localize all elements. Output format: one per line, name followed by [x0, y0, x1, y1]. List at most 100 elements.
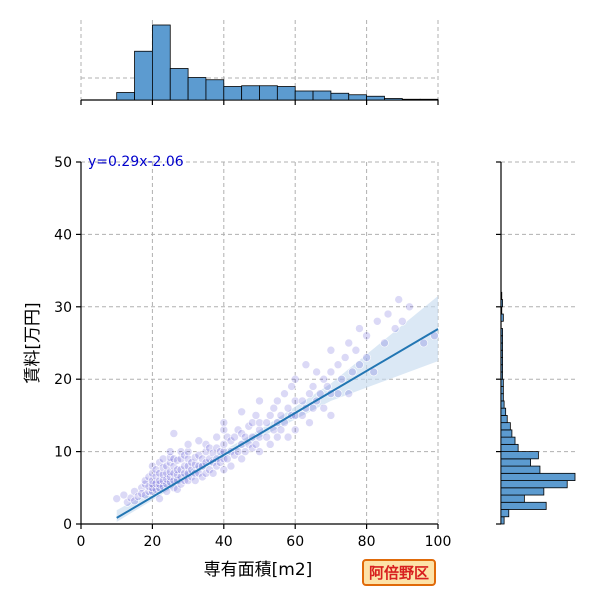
top-hist-bar — [134, 50, 153, 101]
right-hist-bar — [500, 306, 503, 315]
right-hist-bar — [500, 364, 503, 373]
data-point — [251, 411, 261, 420]
data-point — [198, 472, 207, 482]
data-point — [173, 465, 182, 475]
data-point — [208, 469, 218, 478]
data-point — [155, 458, 164, 467]
data-point — [290, 374, 300, 384]
data-point — [355, 360, 364, 370]
data-point — [126, 493, 136, 503]
x-tick-label-20: 20 — [143, 534, 161, 550]
data-point — [198, 454, 207, 464]
data-point — [176, 454, 186, 464]
right-hist-bar — [500, 414, 508, 424]
data-point — [230, 450, 239, 460]
top-histogram — [80, 20, 439, 105]
data-point — [287, 382, 296, 391]
data-point — [194, 450, 204, 460]
data-point — [305, 389, 314, 398]
data-point — [219, 465, 229, 475]
right-hist-bar — [500, 400, 505, 409]
regression-equation: y=0.29x-2.06 — [88, 154, 184, 170]
data-point — [308, 403, 318, 413]
data-point — [155, 494, 164, 503]
data-point — [248, 418, 257, 427]
data-point — [280, 389, 289, 398]
data-point — [226, 461, 236, 471]
top-hist-bar — [401, 98, 421, 101]
right-hist-bar — [500, 371, 503, 380]
data-point — [344, 389, 354, 398]
y-tick-label-10: 10 — [54, 445, 72, 461]
data-point — [219, 425, 229, 435]
data-point — [262, 418, 271, 427]
right-hist-bar — [500, 458, 532, 467]
data-point — [283, 403, 293, 413]
right-hist-bar — [500, 443, 519, 452]
right-histogram — [496, 161, 578, 525]
y-tick-label-20: 20 — [54, 372, 72, 388]
top-hist-bar — [241, 85, 260, 101]
regression-line — [116, 328, 439, 519]
data-point — [273, 396, 282, 406]
data-point — [273, 432, 282, 442]
data-point — [233, 425, 243, 435]
data-point — [140, 490, 150, 500]
data-point — [119, 490, 129, 500]
data-point — [240, 432, 250, 442]
data-point — [323, 382, 332, 391]
data-point — [405, 302, 414, 312]
right-hist-bar — [500, 494, 525, 503]
data-point — [165, 472, 175, 482]
top-hist-bar — [205, 79, 225, 101]
data-point — [276, 411, 286, 420]
data-point — [380, 338, 389, 348]
top-hist-bar — [384, 98, 403, 101]
data-point — [183, 454, 193, 464]
data-point — [290, 425, 300, 435]
data-point — [212, 461, 221, 471]
data-point — [237, 454, 246, 464]
data-point — [201, 440, 211, 449]
y-tick-label-40: 40 — [54, 227, 72, 243]
data-point — [212, 432, 221, 442]
right-hist-bar — [500, 386, 504, 395]
right-hist-bar — [500, 429, 513, 438]
y-tick-label-30: 30 — [54, 300, 72, 316]
data-point — [383, 309, 393, 319]
data-point — [176, 465, 186, 475]
data-point — [205, 443, 214, 453]
data-point — [326, 411, 336, 420]
x-axis-title: 専有面積[m2] — [204, 560, 313, 580]
right-hist-bar — [500, 451, 539, 460]
data-point — [251, 440, 261, 449]
top-hist-bar — [169, 68, 189, 101]
top-hist-bar — [276, 86, 296, 101]
data-point — [298, 396, 307, 406]
data-point — [201, 469, 211, 478]
right-hist-bar — [500, 407, 507, 416]
data-point — [262, 432, 271, 442]
data-point — [255, 418, 264, 427]
data-point — [112, 494, 121, 503]
data-point — [130, 496, 139, 506]
data-point — [298, 411, 307, 420]
right-hist-bar — [500, 516, 505, 525]
data-point — [180, 450, 189, 460]
main-grid — [81, 161, 439, 524]
data-point — [394, 295, 404, 304]
data-point — [369, 367, 379, 377]
y-tick-label-50: 50 — [54, 155, 72, 171]
x-tick-label-100: 100 — [425, 534, 452, 550]
main-axes: 0 20 40 60 80 100 0 10 20 30 40 50 — [54, 155, 451, 550]
data-point — [265, 411, 275, 420]
data-point — [344, 338, 354, 348]
data-point — [144, 472, 154, 482]
right-hist-bar — [500, 422, 511, 431]
right-hist-bar — [500, 509, 510, 518]
data-point — [165, 458, 175, 467]
scatter-points — [112, 295, 439, 507]
x-tick-label-40: 40 — [215, 534, 233, 550]
data-point — [333, 360, 343, 370]
data-point — [130, 487, 139, 496]
